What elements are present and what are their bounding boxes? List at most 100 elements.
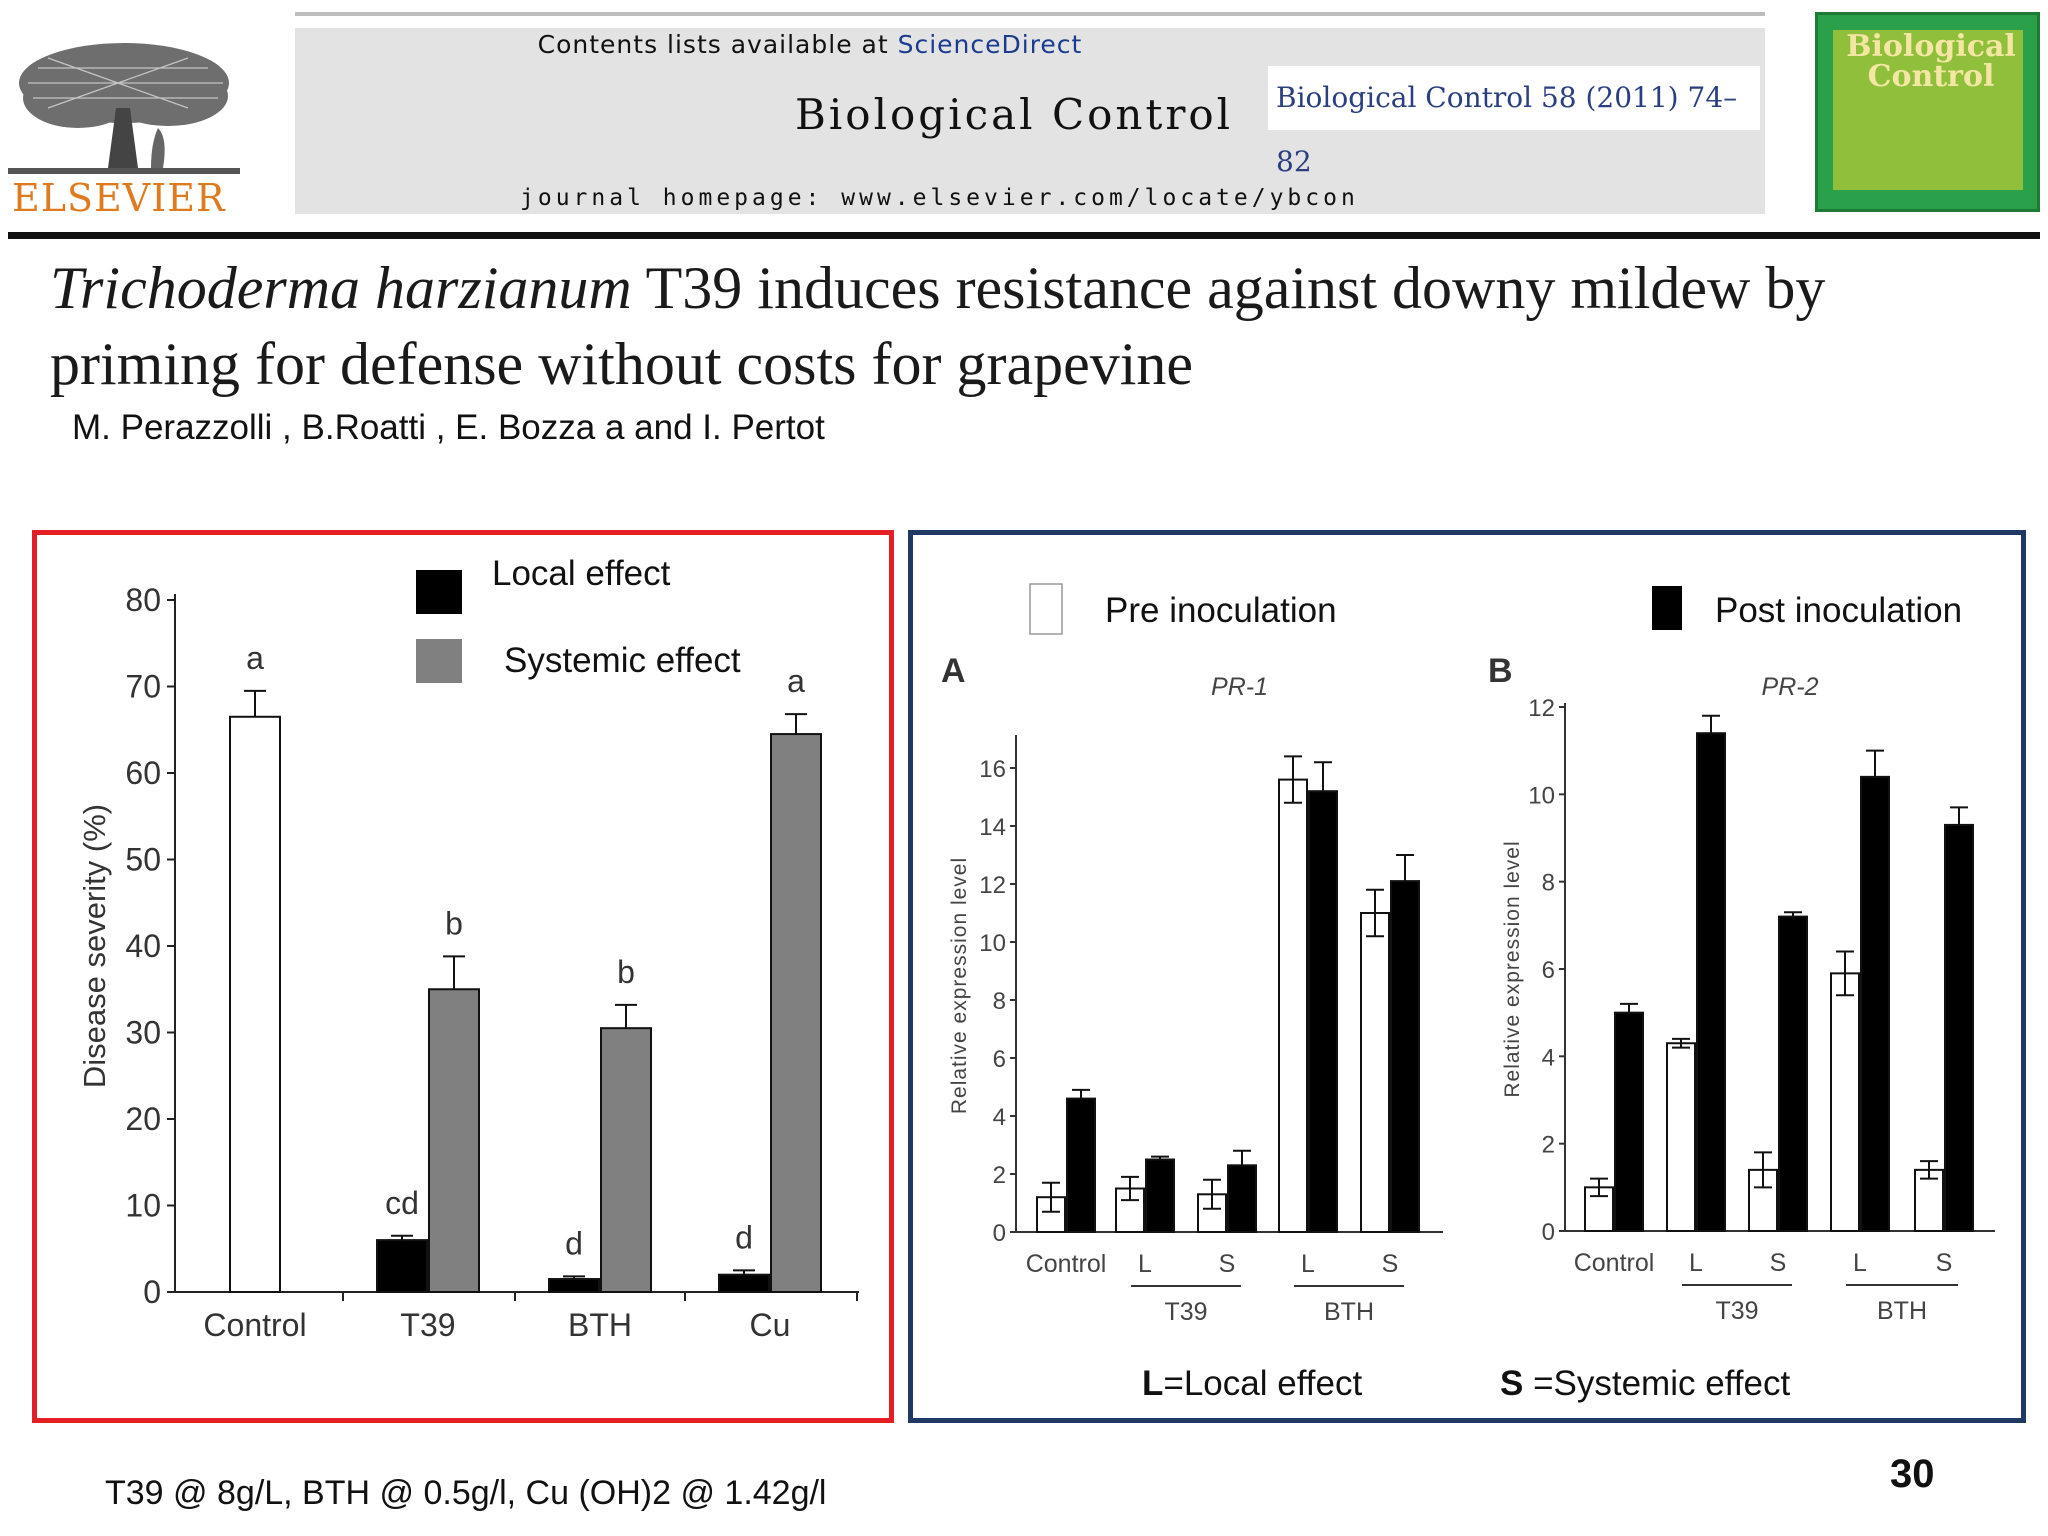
bar-post xyxy=(1945,825,1973,1231)
significance-label: a xyxy=(246,640,264,676)
bar-post xyxy=(1615,1013,1643,1231)
bar-systemic xyxy=(601,1028,651,1292)
dosage-footnote: T39 @ 8g/L, BTH @ 0.5g/l, Cu (OH)2 @ 1.4… xyxy=(105,1474,827,1513)
y-tick-label: 12 xyxy=(979,872,1006,899)
panel-label: B xyxy=(1488,652,1513,690)
y-tick-label: 12 xyxy=(1528,695,1555,722)
note-systemic: S =Systemic effect xyxy=(1500,1364,1790,1403)
note-systemic-text: =Systemic effect xyxy=(1523,1364,1790,1403)
y-tick-label: 10 xyxy=(979,930,1006,957)
bar-post xyxy=(1228,1165,1256,1232)
paper-title: Trichoderma harzianum T39 induces resist… xyxy=(50,250,2010,402)
y-tick-label: 50 xyxy=(125,842,161,878)
y-tick-label: 30 xyxy=(125,1015,161,1051)
y-tick-label: 10 xyxy=(125,1188,161,1224)
bar-local xyxy=(549,1279,599,1292)
y-tick-label: 10 xyxy=(1528,782,1555,809)
header-rule xyxy=(8,232,2040,239)
bar-local xyxy=(719,1275,769,1292)
citation: Biological Control 58 (2011) 74–82 xyxy=(1268,66,1760,130)
y-tick-label: 6 xyxy=(1542,957,1555,984)
legend-swatch-pre xyxy=(1030,584,1062,634)
bar-post xyxy=(1697,733,1725,1231)
x-tick-label: T39 xyxy=(400,1307,455,1343)
x-tick-label: L xyxy=(1853,1249,1867,1277)
journal-homepage[interactable]: journal homepage: www.elsevier.com/locat… xyxy=(520,185,1359,211)
legend-label-post: Post inoculation xyxy=(1715,591,1962,630)
sciencedirect-link[interactable]: ScienceDirect xyxy=(898,30,1083,59)
y-tick-label: 40 xyxy=(125,928,161,964)
y-tick-label: 2 xyxy=(1542,1132,1555,1159)
contents-prefix: Contents lists available at xyxy=(538,30,898,59)
x-tick-label: S xyxy=(1382,1250,1399,1278)
cover-title-line1: Biological xyxy=(1826,32,2036,62)
legend-label-systemic: Systemic effect xyxy=(504,641,741,680)
y-tick-label: 8 xyxy=(1542,870,1555,897)
legend-swatch-local xyxy=(416,570,462,614)
y-tick-label: 80 xyxy=(125,582,161,618)
bar-post xyxy=(1861,777,1889,1231)
group-label: BTH xyxy=(1324,1298,1374,1326)
x-tick-label: L xyxy=(1138,1250,1152,1278)
header-top-line xyxy=(295,12,1765,16)
y-axis-label: Disease severity (%) xyxy=(77,804,112,1088)
significance-label: cd xyxy=(385,1185,419,1221)
cover-title: Biological Control xyxy=(1826,32,2036,92)
x-tick-label: S xyxy=(1219,1250,1236,1278)
significance-label: b xyxy=(445,905,463,941)
x-tick-label: Control xyxy=(203,1307,306,1343)
x-tick-label: BTH xyxy=(568,1307,632,1343)
y-tick-label: 4 xyxy=(1542,1044,1555,1071)
x-tick-label: S xyxy=(1770,1249,1787,1277)
panel-label: A xyxy=(941,652,966,690)
bar-post xyxy=(1067,1099,1095,1232)
bar-pre xyxy=(1361,913,1389,1232)
bar-local xyxy=(377,1240,427,1292)
bar-post xyxy=(1309,791,1337,1232)
y-tick-label: 0 xyxy=(993,1220,1006,1247)
y-tick-label: 4 xyxy=(993,1104,1006,1131)
y-tick-label: 14 xyxy=(979,814,1006,841)
note-systemic-key: S xyxy=(1500,1364,1523,1403)
y-tick-label: 16 xyxy=(979,756,1006,783)
y-tick-label: 8 xyxy=(993,988,1006,1015)
significance-label: b xyxy=(617,954,635,990)
legend-swatch-post xyxy=(1652,586,1682,630)
disease-severity-chart: 0 10 20 30 40 50 60 70 80 Disease severity (%) Con… xyxy=(37,535,889,1418)
note-local-key: L xyxy=(1142,1364,1163,1403)
significance-label: d xyxy=(565,1225,583,1261)
group-label: BTH xyxy=(1877,1297,1927,1325)
bar-systemic xyxy=(429,989,479,1292)
y-tick-label: 0 xyxy=(1542,1219,1555,1246)
bar-post xyxy=(1391,881,1419,1232)
paper-authors: M. Perazzolli , B.Roatti , E. Bozza a an… xyxy=(72,408,825,448)
x-tick-label: L xyxy=(1689,1249,1703,1277)
chart-title: PR-2 xyxy=(1762,673,1819,701)
note-local: L=Local effect xyxy=(1142,1364,1362,1403)
expression-charts: Pre inoculation Post inoculation A PR-1 0 2 4 6… xyxy=(913,535,2021,1418)
y-tick-label: 60 xyxy=(125,755,161,791)
y-axis-label: Relative expression level xyxy=(1501,840,1524,1097)
bar-control xyxy=(230,717,280,1292)
publisher-name: ELSEVIER xyxy=(12,176,226,220)
bar-post xyxy=(1146,1160,1174,1233)
legend-label-pre: Pre inoculation xyxy=(1105,591,1337,630)
bar-pre xyxy=(1667,1043,1695,1231)
note-local-text: =Local effect xyxy=(1163,1364,1362,1403)
x-tick-label: L xyxy=(1301,1250,1315,1278)
journal-name: Biological Control xyxy=(795,90,1233,139)
bar-pre xyxy=(1279,780,1307,1232)
chart-title: PR-1 xyxy=(1211,673,1268,701)
contents-line: Contents lists available at ScienceDirec… xyxy=(295,30,1325,59)
significance-label: d xyxy=(735,1219,753,1255)
y-tick-label: 70 xyxy=(125,669,161,705)
x-tick-label: Control xyxy=(1026,1250,1107,1278)
cover-title-line2: Control xyxy=(1826,62,2036,92)
legend-label-local: Local effect xyxy=(492,554,671,593)
y-tick-label: 20 xyxy=(125,1101,161,1137)
group-label: T39 xyxy=(1164,1298,1207,1326)
y-axis-label: Relative expression level xyxy=(948,857,971,1114)
x-tick-label: Cu xyxy=(750,1307,791,1343)
bar-pre xyxy=(1831,973,1859,1231)
y-tick-label: 6 xyxy=(993,1046,1006,1073)
